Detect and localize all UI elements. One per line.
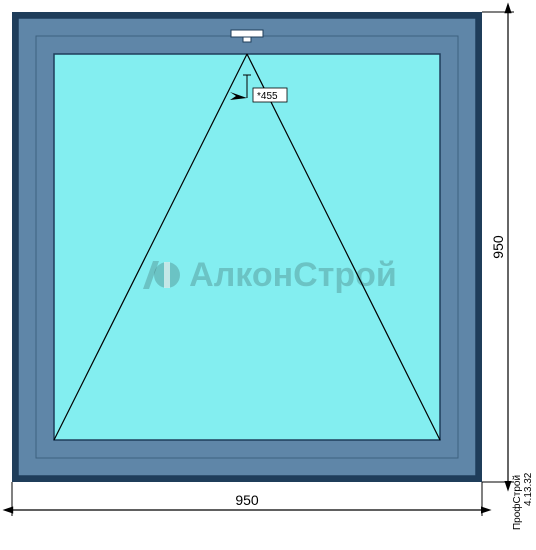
software-version: 4.13.32 <box>523 472 534 506</box>
software-name: ПрофСтрой <box>511 475 523 530</box>
dim-right: 950 <box>482 12 514 482</box>
dim-width-label: 950 <box>235 492 259 508</box>
glass-pane <box>54 54 440 440</box>
software-label-group: 4.13.32 ПрофСтрой <box>511 472 534 530</box>
tilt-label: *455 <box>257 91 278 102</box>
dim-bottom: 950 <box>12 482 482 516</box>
dim-height-label: 950 <box>490 235 506 259</box>
diagram-container: { "drawing": { "type": "window-drawing",… <box>0 0 536 550</box>
window-drawing-svg: *455 950 950 4.13.32 ПрофСтрой <box>0 0 536 550</box>
